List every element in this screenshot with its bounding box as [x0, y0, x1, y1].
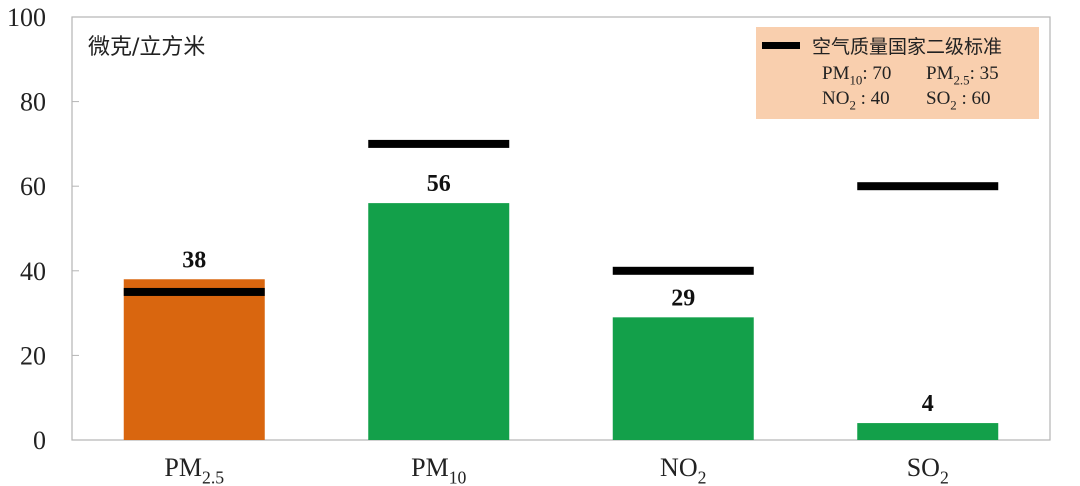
legend-entry: PM2.5: 35 [926, 63, 999, 87]
legend-title: 空气质量国家二级标准 [812, 36, 1002, 58]
data-label: 4 [922, 391, 934, 417]
x-tick-label: SO2 [907, 453, 949, 486]
y-tick-label: 80 [20, 88, 46, 117]
y-tick-label: 100 [7, 3, 46, 32]
legend-entry: SO2 : 60 [926, 88, 991, 112]
standard-line [612, 266, 754, 275]
x-tick-label: PM2.5 [164, 453, 224, 486]
legend-entry: NO2 : 40 [822, 88, 890, 112]
legend-standard-swatch [762, 42, 800, 49]
legend: 空气质量国家二级标准 PM10: 70 PM2.5: 35 NO2 : 40 SO2 … [756, 27, 1039, 119]
bar [612, 317, 754, 440]
bar [368, 203, 510, 440]
data-label: 56 [427, 171, 451, 197]
bar [857, 423, 999, 440]
y-tick-label: 20 [20, 341, 46, 370]
x-tick-label: NO2 [660, 453, 706, 486]
plot-frame [71, 16, 1051, 441]
y-tick-label: 60 [20, 172, 46, 201]
y-tick-label: 40 [20, 257, 46, 286]
data-label: 38 [182, 247, 206, 273]
bar [123, 279, 265, 440]
legend-entry: PM10: 70 [822, 63, 891, 87]
unit-label: 微克/立方米 [88, 35, 205, 60]
data-label: 29 [671, 285, 695, 311]
standard-line [368, 139, 510, 148]
standard-line [123, 287, 265, 296]
standard-line [857, 182, 999, 191]
legend-box [756, 27, 1039, 119]
y-tick-label: 0 [33, 426, 46, 455]
x-tick-label: PM10 [411, 453, 466, 486]
